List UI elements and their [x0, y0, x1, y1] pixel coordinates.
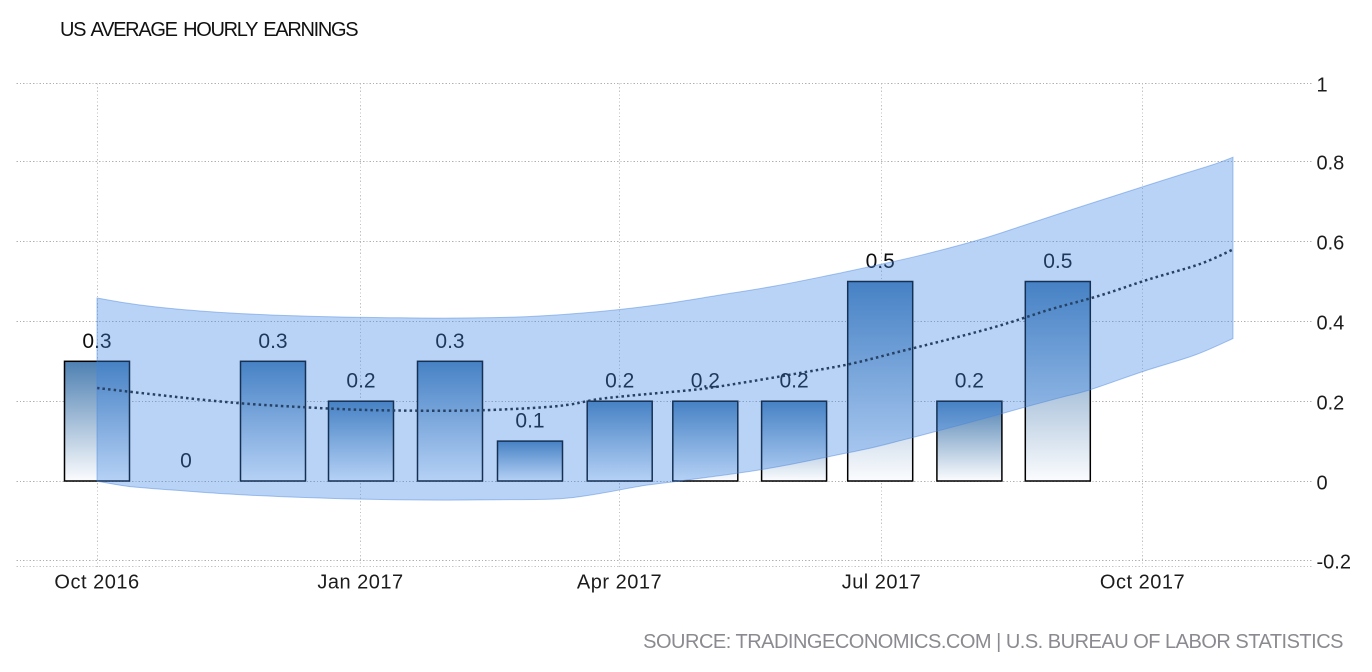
svg-text:0.3: 0.3: [258, 330, 287, 353]
svg-text:0.2: 0.2: [779, 370, 808, 393]
svg-text:Jul 2017: Jul 2017: [842, 572, 922, 594]
svg-text:-0.2: -0.2: [1317, 552, 1351, 574]
svg-text:0.6: 0.6: [1317, 233, 1345, 255]
svg-text:0.3: 0.3: [82, 330, 111, 353]
svg-text:1: 1: [1317, 75, 1328, 97]
svg-text:0.2: 0.2: [605, 370, 634, 393]
svg-text:Jan 2017: Jan 2017: [317, 572, 403, 594]
svg-text:0.5: 0.5: [1043, 250, 1072, 273]
svg-text:0.5: 0.5: [866, 250, 895, 273]
svg-text:0.8: 0.8: [1317, 153, 1345, 175]
svg-text:0.3: 0.3: [435, 330, 464, 353]
svg-text:0.2: 0.2: [346, 370, 375, 393]
svg-text:0: 0: [180, 450, 192, 473]
svg-text:Apr 2017: Apr 2017: [577, 572, 662, 594]
svg-text:Oct 2017: Oct 2017: [1100, 572, 1185, 594]
svg-text:0.2: 0.2: [955, 370, 984, 393]
svg-text:0.2: 0.2: [1317, 393, 1345, 415]
svg-text:0.2: 0.2: [691, 370, 720, 393]
svg-text:0.1: 0.1: [515, 410, 544, 433]
svg-text:0.4: 0.4: [1317, 313, 1345, 335]
svg-text:Oct 2016: Oct 2016: [54, 572, 139, 594]
svg-text:0: 0: [1317, 473, 1328, 495]
